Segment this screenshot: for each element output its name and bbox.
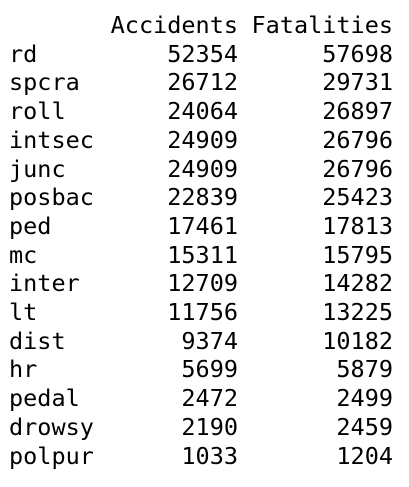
table-row: intsec 24909 26796: [9, 126, 393, 155]
row-name: mc: [9, 240, 38, 269]
table-row: dist 9374 10182: [9, 327, 393, 356]
accidents-cell: 1033: [181, 441, 238, 470]
accidents-cell: 24909: [167, 125, 238, 154]
row-name: junc: [9, 154, 66, 183]
row-name: rd: [9, 39, 38, 68]
fatalities-cell: 17813: [322, 211, 393, 240]
accidents-cell: 24909: [167, 154, 238, 183]
fatalities-cell: 15795: [322, 240, 393, 269]
table-row: rd 52354 57698: [9, 40, 393, 69]
table-row: spcra 26712 29731: [9, 68, 393, 97]
fatalities-cell: 29731: [322, 68, 393, 97]
accidents-cell: 11756: [167, 298, 238, 327]
row-name: lt: [9, 298, 38, 327]
accidents-cell: 12709: [167, 269, 238, 298]
row-name: inter: [9, 269, 80, 298]
accidents-cell: 2472: [181, 384, 238, 413]
row-name: hr: [9, 355, 38, 384]
table-row: roll 24064 26897: [9, 97, 393, 126]
fatalities-cell: 1204: [336, 441, 393, 470]
column-header-fatalities: Fatalities: [251, 11, 393, 39]
accidents-cell: 52354: [167, 39, 238, 68]
fatalities-cell: 26897: [322, 97, 393, 126]
accidents-cell: 15311: [167, 240, 238, 269]
fatalities-cell: 26796: [322, 154, 393, 183]
row-name: dist: [9, 326, 66, 355]
row-name: drowsy: [9, 412, 94, 441]
accidents-cell: 17461: [167, 211, 238, 240]
row-name: spcra: [9, 68, 80, 97]
fatalities-cell: 25423: [322, 183, 393, 212]
fatalities-cell: 2499: [336, 384, 393, 413]
console-output: Accidents Fatalities rd 52354 57698 spcr…: [9, 11, 393, 470]
accidents-cell: 26712: [167, 68, 238, 97]
table-row: polpur 1033 1204: [9, 442, 393, 471]
row-name: intsec: [9, 125, 94, 154]
table-row: inter 12709 14282: [9, 269, 393, 298]
row-name: posbac: [9, 183, 94, 212]
accidents-cell: 22839: [167, 183, 238, 212]
fatalities-cell: 57698: [322, 39, 393, 68]
fatalities-cell: 10182: [322, 326, 393, 355]
table-row: lt 11756 13225: [9, 298, 393, 327]
fatalities-cell: 13225: [322, 298, 393, 327]
accidents-cell: 9374: [181, 326, 238, 355]
row-name: roll: [9, 97, 66, 126]
fatalities-cell: 14282: [322, 269, 393, 298]
fatalities-cell: 26796: [322, 125, 393, 154]
accidents-cell: 2190: [181, 412, 238, 441]
table-row: pedal 2472 2499: [9, 384, 393, 413]
corner-cell: [9, 11, 107, 40]
row-name: polpur: [9, 441, 94, 470]
accidents-cell: 24064: [167, 97, 238, 126]
accidents-cell: 5699: [181, 355, 238, 384]
table-row: drowsy 2190 2459: [9, 413, 393, 442]
data-table: Accidents Fatalities rd 52354 57698 spcr…: [9, 11, 393, 470]
header-row: Accidents Fatalities: [9, 11, 393, 40]
table-row: hr 5699 5879: [9, 355, 393, 384]
table-row: ped 17461 17813: [9, 212, 393, 241]
column-header-accidents: Accidents: [110, 11, 238, 39]
row-name: ped: [9, 211, 52, 240]
table-row: posbac 22839 25423: [9, 183, 393, 212]
table-row: junc 24909 26796: [9, 155, 393, 184]
fatalities-cell: 2459: [336, 412, 393, 441]
row-name: pedal: [9, 384, 80, 413]
fatalities-cell: 5879: [336, 355, 393, 384]
table-row: mc 15311 15795: [9, 241, 393, 270]
